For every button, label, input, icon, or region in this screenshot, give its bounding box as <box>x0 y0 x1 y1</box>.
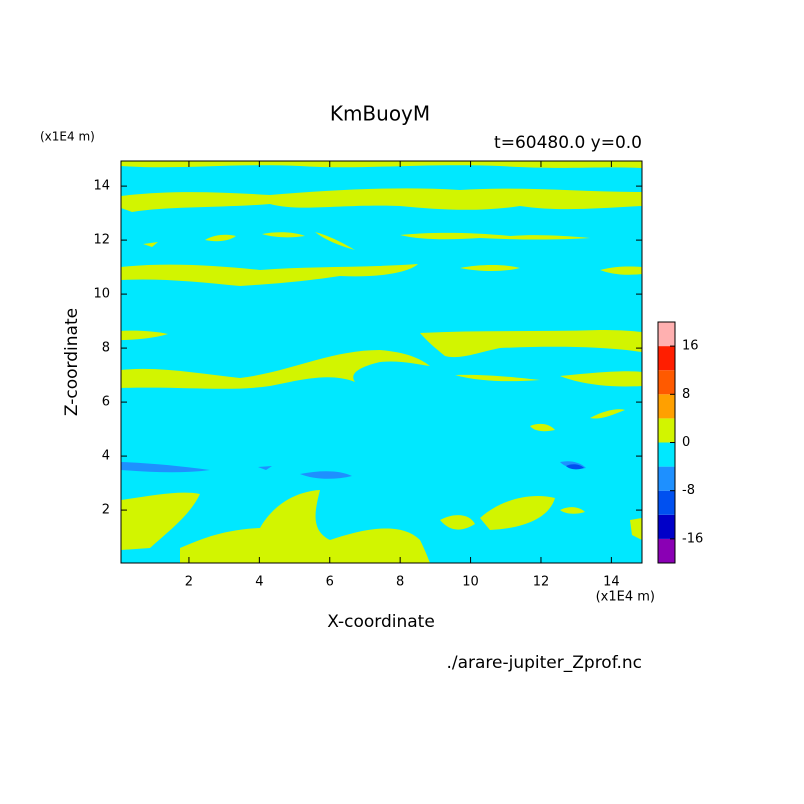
colorbar-band <box>658 370 675 395</box>
y-tick-label: 6 <box>102 395 110 410</box>
x-axis-label: X-coordinate <box>327 612 435 632</box>
x-tick-label: 6 <box>326 575 334 590</box>
colorbar-band <box>658 346 675 371</box>
colorbar-tick-label: 0 <box>682 435 690 450</box>
colorbar-band <box>658 442 675 467</box>
x-tick-label: 12 <box>533 575 550 590</box>
contour-region <box>121 264 642 286</box>
y-axis-label: Z-coordinate <box>62 308 82 416</box>
x-tick-label: 4 <box>255 575 263 590</box>
colorbar-tick-label: -8 <box>682 483 695 498</box>
x-tick-label: 2 <box>185 575 193 590</box>
contour-region <box>121 350 642 389</box>
contour-region <box>121 490 642 563</box>
y-tick-label: 2 <box>102 503 110 518</box>
contour-region <box>121 330 642 358</box>
contour-region <box>121 161 642 563</box>
contour-region <box>121 161 642 168</box>
contour-field <box>121 161 642 563</box>
contour-region <box>530 409 625 432</box>
contour-region <box>566 464 584 470</box>
colorbar-band <box>658 538 675 563</box>
contour-region <box>143 232 590 250</box>
y-tick-label: 8 <box>102 341 110 356</box>
chart-subtitle: t=60480.0 y=0.0 <box>494 133 642 153</box>
x-tick-label: 8 <box>396 575 404 590</box>
colorbar-tick-label: 8 <box>682 387 690 402</box>
x-tick-label: 14 <box>603 575 620 590</box>
plot-frame <box>120 160 643 564</box>
colorbar-band <box>658 394 675 419</box>
colorbar-band <box>658 466 675 491</box>
colorbar-tick-label: -16 <box>682 531 703 546</box>
source-file: ./arare-jupiter_Zprof.nc <box>446 653 642 673</box>
y-tick-label: 4 <box>102 449 110 464</box>
y-unit: (x1E4 m) <box>40 130 95 144</box>
x-tick-label: 10 <box>462 575 479 590</box>
colorbar-tick-label: 16 <box>682 339 699 354</box>
y-tick-label: 10 <box>93 287 110 302</box>
y-tick-label: 14 <box>93 179 110 194</box>
chart-title: KmBuoyM <box>330 102 430 126</box>
colorbar-band <box>658 490 675 515</box>
y-tick-label: 12 <box>93 233 110 248</box>
x-unit: (x1E4 m) <box>596 590 655 605</box>
contour-region <box>121 188 642 212</box>
colorbar <box>658 322 675 563</box>
colorbar-band <box>658 418 675 443</box>
colorbar-band <box>658 322 675 347</box>
colorbar-band <box>658 514 675 539</box>
